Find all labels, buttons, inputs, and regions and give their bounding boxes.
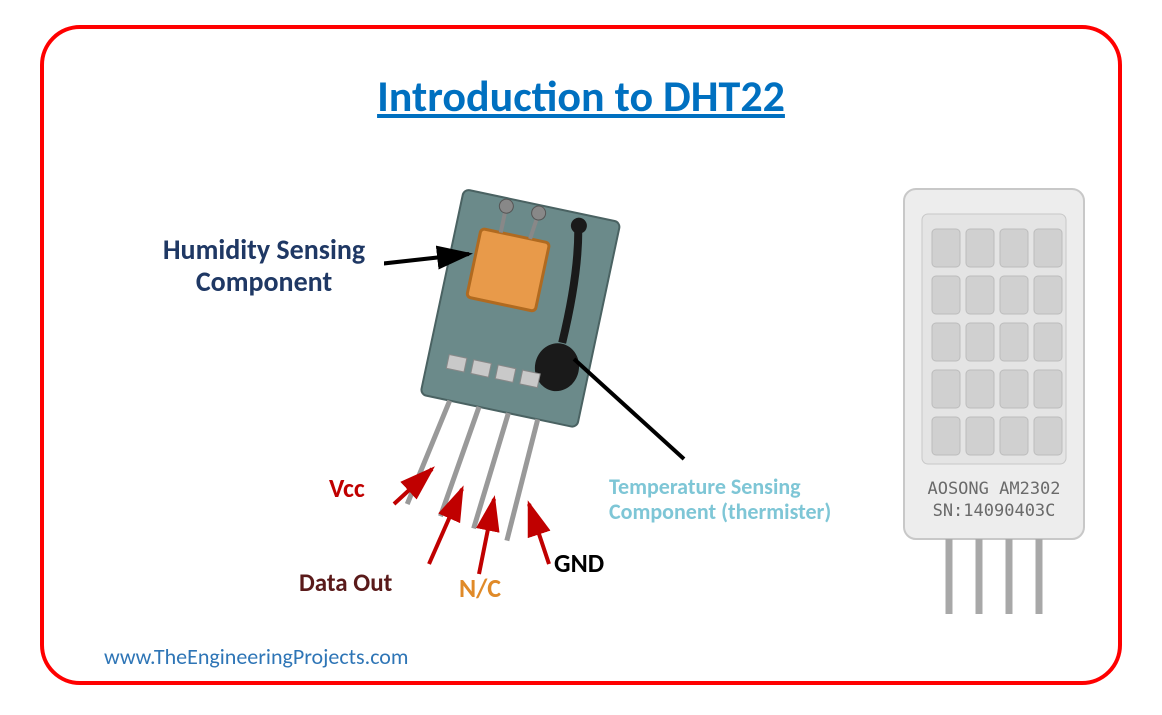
internal-pcb-diagram: [384, 169, 744, 589]
page-title: Introduction to DHT22: [44, 69, 1118, 123]
vcc-label: Vcc: [329, 474, 365, 504]
diagram-frame: Introduction to DHT22: [40, 25, 1122, 685]
module-marking-2: SN:14090403C: [933, 501, 1056, 521]
nc-label: N/C: [459, 574, 501, 604]
source-url: www.TheEngineeringProjects.com: [104, 644, 409, 669]
temperature-label: Temperature Sensing Component (thermiste…: [609, 474, 869, 525]
humidity-label: Humidity Sensing Component: [139, 234, 389, 298]
data-out-label: Data Out: [299, 569, 392, 598]
module-marking-1: AOSONG AM2302: [927, 479, 1060, 499]
dht22-module-icon: AOSONG AM2302 SN:14090403C: [894, 184, 1094, 624]
gnd-label: GND: [554, 549, 604, 579]
